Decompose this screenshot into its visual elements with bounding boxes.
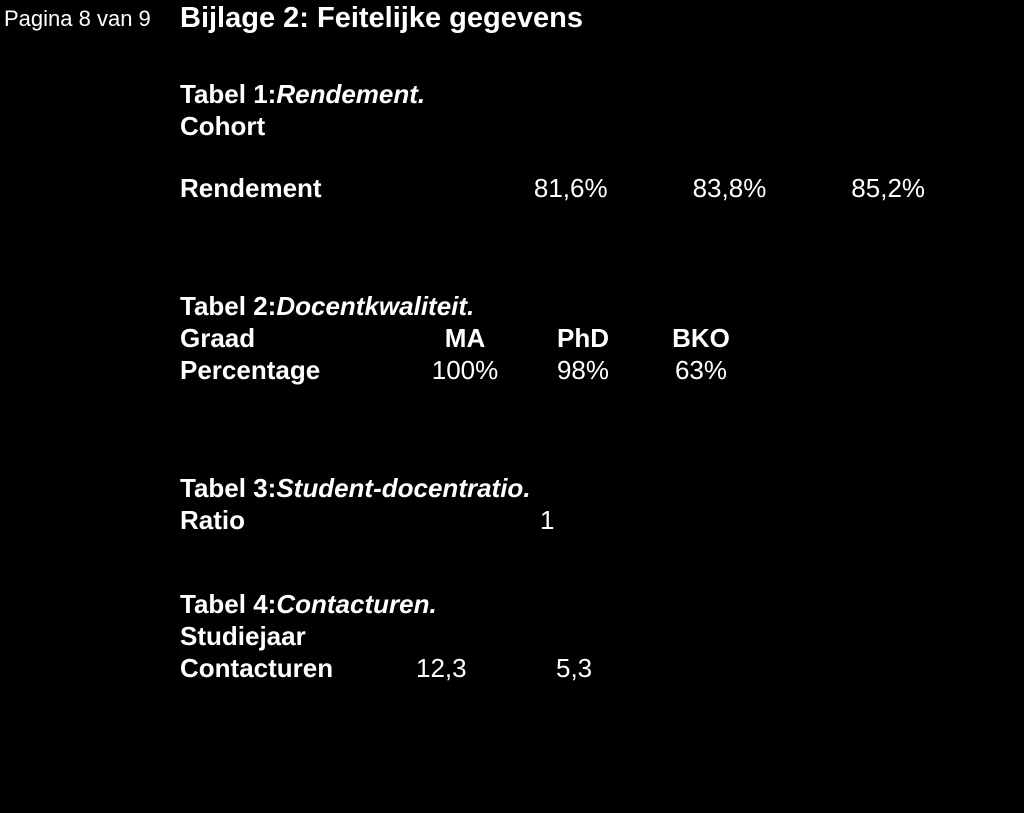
table-4-title-italic: Contacturen.: [276, 591, 436, 617]
page-number: Pagina 8 van 9: [4, 6, 151, 32]
table-1-val-2: 85,2%: [851, 175, 1010, 201]
table-2: Tabel 2: Docentkwaliteit. Graad MA PhD B…: [180, 293, 1010, 383]
table-2-val-1: 98%: [524, 357, 642, 383]
table-1-title: Tabel 1: Rendement.: [180, 81, 1010, 107]
table-2-title-prefix: Tabel 2:: [180, 293, 276, 319]
table-2-header-2: BKO: [642, 325, 760, 351]
table-2-header-label: Graad: [180, 325, 406, 351]
table-2-row-label: Percentage: [180, 357, 406, 383]
table-1: Tabel 1: Rendement. Cohort Rendement 81,…: [180, 81, 1010, 201]
table-3-title-prefix: Tabel 3:: [180, 475, 276, 501]
table-1-val-1: 83,8%: [693, 175, 852, 201]
content-area: Bijlage 2: Feitelijke gegevens Tabel 1: …: [180, 2, 1010, 681]
table-2-header-1: PhD: [524, 325, 642, 351]
table-4-title-prefix: Tabel 4:: [180, 591, 276, 617]
table-2-val-2: 63%: [642, 357, 760, 383]
table-2-header-row: Graad MA PhD BKO: [180, 325, 1010, 351]
table-3-val: 1: [540, 507, 620, 533]
table-3-data-row: Ratio 1: [180, 507, 1010, 533]
table-2-data-row: Percentage 100% 98% 63%: [180, 357, 1010, 383]
table-4-row-label: Contacturen: [180, 655, 416, 681]
table-3: Tabel 3: Student-docentratio. Ratio 1: [180, 475, 1010, 533]
table-4-val-1: 5,3: [556, 655, 696, 681]
table-1-val-0: 81,6%: [534, 175, 693, 201]
table-2-title-italic: Docentkwaliteit.: [276, 293, 474, 319]
table-2-val-0: 100%: [406, 357, 524, 383]
table-4-val-0: 12,3: [416, 655, 556, 681]
table-1-title-italic: Rendement.: [276, 81, 425, 107]
table-4-data-row: Contacturen 12,3 5,3: [180, 655, 1010, 681]
table-1-subheader: Cohort: [180, 113, 1010, 139]
table-4-title: Tabel 4: Contacturen.: [180, 591, 1010, 617]
table-3-row-label: Ratio: [180, 507, 540, 533]
table-1-title-prefix: Tabel 1:: [180, 81, 276, 107]
appendix-title: Bijlage 2: Feitelijke gegevens: [180, 2, 1010, 35]
table-3-title-italic: Student-docentratio.: [276, 475, 530, 501]
table-1-data-row: Rendement 81,6% 83,8% 85,2%: [180, 175, 1010, 201]
table-4: Tabel 4: Contacturen. Studiejaar Contact…: [180, 591, 1010, 681]
table-1-row-label: Rendement: [180, 175, 534, 201]
table-4-subheader: Studiejaar: [180, 623, 1010, 649]
table-2-header-0: MA: [406, 325, 524, 351]
table-3-title: Tabel 3: Student-docentratio.: [180, 475, 1010, 501]
table-2-title: Tabel 2: Docentkwaliteit.: [180, 293, 1010, 319]
